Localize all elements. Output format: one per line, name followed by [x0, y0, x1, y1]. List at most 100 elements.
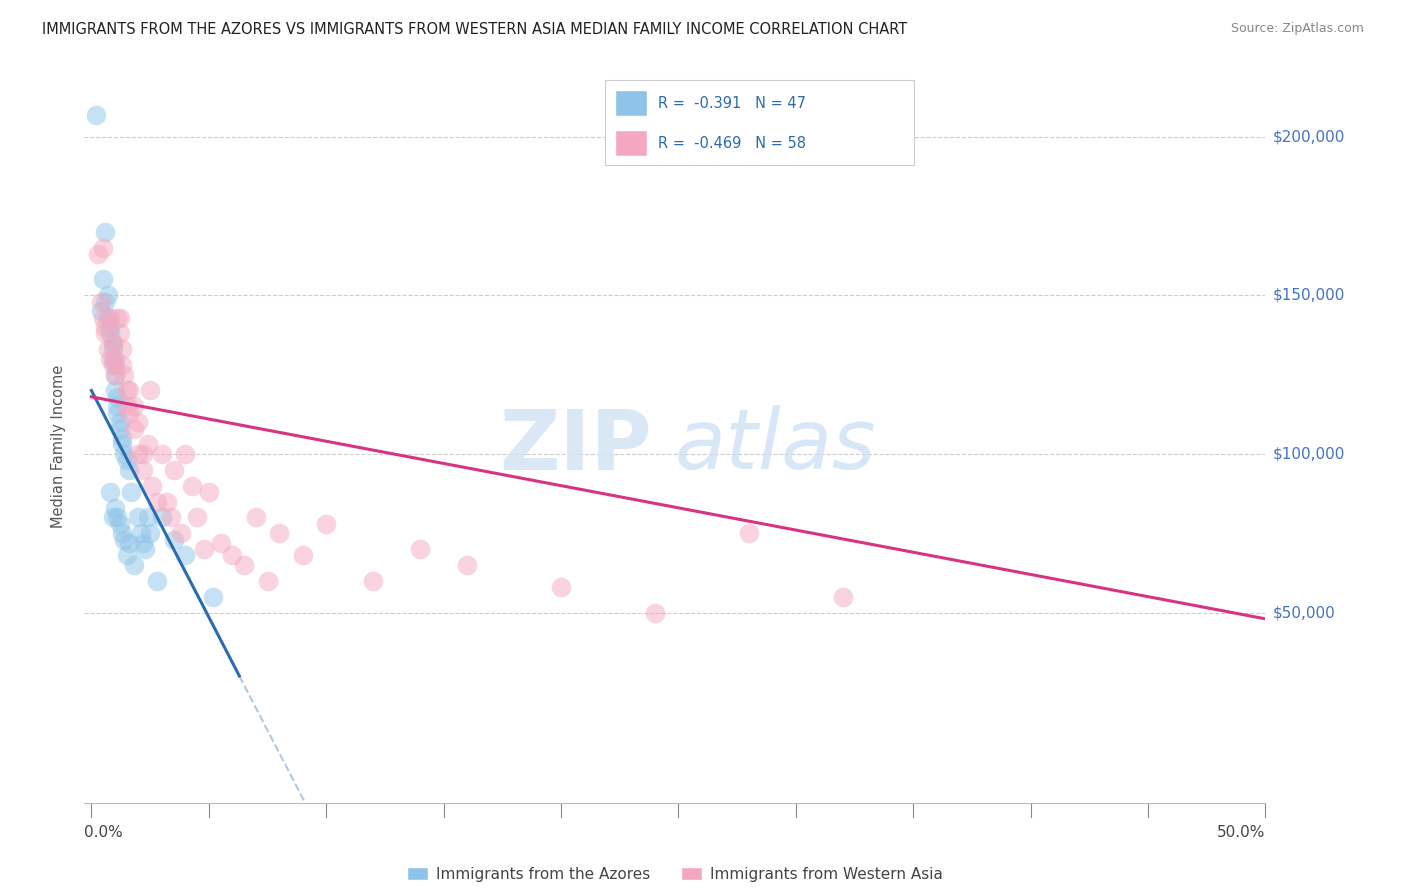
Point	[111, 437, 134, 451]
Point	[104, 351, 127, 366]
Point	[104, 368, 127, 382]
Point	[150, 510, 173, 524]
Point	[269, 526, 291, 541]
Point	[115, 400, 138, 414]
Point	[245, 510, 267, 524]
Point	[98, 320, 121, 334]
Point	[97, 310, 120, 325]
Text: R =  -0.469   N = 58: R = -0.469 N = 58	[658, 136, 806, 151]
Point	[108, 310, 131, 325]
Point	[105, 390, 128, 404]
Point	[91, 310, 114, 325]
Point	[146, 574, 169, 588]
Point	[141, 478, 163, 492]
Point	[90, 304, 112, 318]
Point	[115, 549, 138, 563]
Text: 50.0%: 50.0%	[1218, 825, 1265, 840]
Point	[94, 225, 117, 239]
Point	[127, 510, 149, 524]
Point	[122, 558, 145, 572]
Point	[91, 272, 114, 286]
Point	[105, 510, 128, 524]
Point	[139, 384, 162, 398]
Point	[118, 406, 141, 420]
Text: 0.0%: 0.0%	[84, 825, 124, 840]
Text: IMMIGRANTS FROM THE AZORES VS IMMIGRANTS FROM WESTERN ASIA MEDIAN FAMILY INCOME : IMMIGRANTS FROM THE AZORES VS IMMIGRANTS…	[42, 22, 907, 37]
Point	[209, 535, 232, 549]
Point	[98, 485, 121, 500]
Text: $200,000: $200,000	[1272, 129, 1344, 145]
Point	[134, 542, 156, 557]
Point	[105, 310, 128, 325]
Point	[101, 343, 124, 357]
Point	[108, 421, 131, 435]
Point	[108, 415, 131, 429]
Point	[198, 485, 221, 500]
Point	[132, 535, 155, 549]
Point	[105, 406, 128, 420]
Point	[111, 431, 134, 445]
Point	[174, 447, 197, 461]
Point	[101, 510, 124, 524]
Point	[122, 421, 145, 435]
Point	[111, 526, 134, 541]
Point	[112, 533, 135, 547]
Point	[174, 549, 197, 563]
Point	[104, 358, 127, 372]
Point	[129, 526, 152, 541]
Point	[160, 510, 183, 524]
Point	[91, 241, 114, 255]
Point	[101, 351, 124, 366]
Point	[112, 368, 135, 382]
Point	[115, 384, 138, 398]
Point	[193, 542, 215, 557]
Point	[155, 494, 177, 508]
Point	[132, 463, 155, 477]
Point	[94, 326, 117, 341]
Point	[202, 590, 225, 604]
Point	[94, 320, 117, 334]
Point	[118, 463, 141, 477]
Point	[101, 358, 124, 372]
Point	[169, 526, 191, 541]
Point	[456, 558, 478, 572]
Point	[550, 580, 572, 594]
Legend: Immigrants from the Azores, Immigrants from Western Asia: Immigrants from the Azores, Immigrants f…	[401, 861, 949, 888]
Text: ZIP: ZIP	[499, 406, 651, 486]
Point	[98, 326, 121, 341]
Point	[90, 294, 112, 309]
Text: atlas: atlas	[675, 406, 876, 486]
Point	[644, 606, 666, 620]
Text: $100,000: $100,000	[1272, 446, 1344, 461]
Point	[181, 478, 204, 492]
Point	[98, 310, 121, 325]
Point	[162, 533, 184, 547]
Point	[101, 335, 124, 350]
Point	[122, 400, 145, 414]
Point	[108, 516, 131, 531]
Point	[104, 384, 127, 398]
Point	[291, 549, 314, 563]
Text: $150,000: $150,000	[1272, 288, 1344, 303]
Point	[101, 335, 124, 350]
Point	[120, 485, 142, 500]
Point	[98, 351, 121, 366]
Point	[127, 415, 149, 429]
Point	[127, 447, 149, 461]
Point	[233, 558, 256, 572]
Text: Source: ZipAtlas.com: Source: ZipAtlas.com	[1230, 22, 1364, 36]
Point	[111, 358, 134, 372]
Point	[112, 447, 135, 461]
Text: R =  -0.391   N = 47: R = -0.391 N = 47	[658, 96, 806, 111]
Point	[132, 447, 155, 461]
Point	[139, 526, 162, 541]
Point	[186, 510, 208, 524]
Point	[111, 343, 134, 357]
Y-axis label: Median Family Income: Median Family Income	[51, 364, 66, 528]
Point	[256, 574, 278, 588]
Point	[105, 400, 128, 414]
Point	[146, 494, 169, 508]
Point	[738, 526, 761, 541]
Point	[162, 463, 184, 477]
Text: $50,000: $50,000	[1272, 605, 1336, 620]
